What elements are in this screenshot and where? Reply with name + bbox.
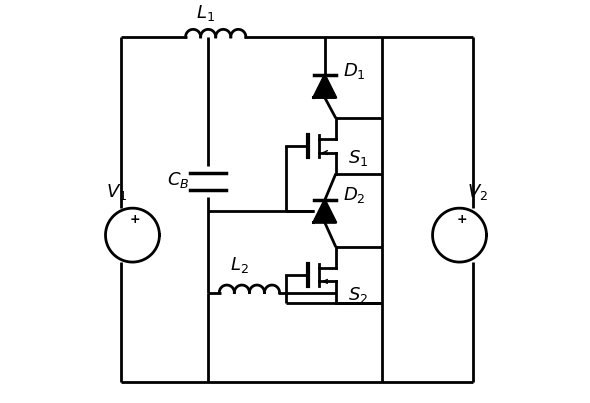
Text: +: + — [456, 213, 467, 226]
Text: $S_2$: $S_2$ — [348, 285, 369, 305]
Text: +: + — [129, 213, 140, 226]
Text: $L_1$: $L_1$ — [196, 3, 215, 23]
Text: $D_2$: $D_2$ — [343, 185, 366, 206]
Text: $L_2$: $L_2$ — [230, 255, 249, 275]
Polygon shape — [314, 200, 336, 222]
Text: $V_1$: $V_1$ — [106, 181, 127, 202]
Polygon shape — [314, 75, 336, 98]
Text: $C_B$: $C_B$ — [167, 170, 189, 189]
Text: $V_2$: $V_2$ — [467, 181, 488, 202]
Text: $S_1$: $S_1$ — [348, 148, 369, 168]
Text: $D_1$: $D_1$ — [343, 60, 366, 81]
